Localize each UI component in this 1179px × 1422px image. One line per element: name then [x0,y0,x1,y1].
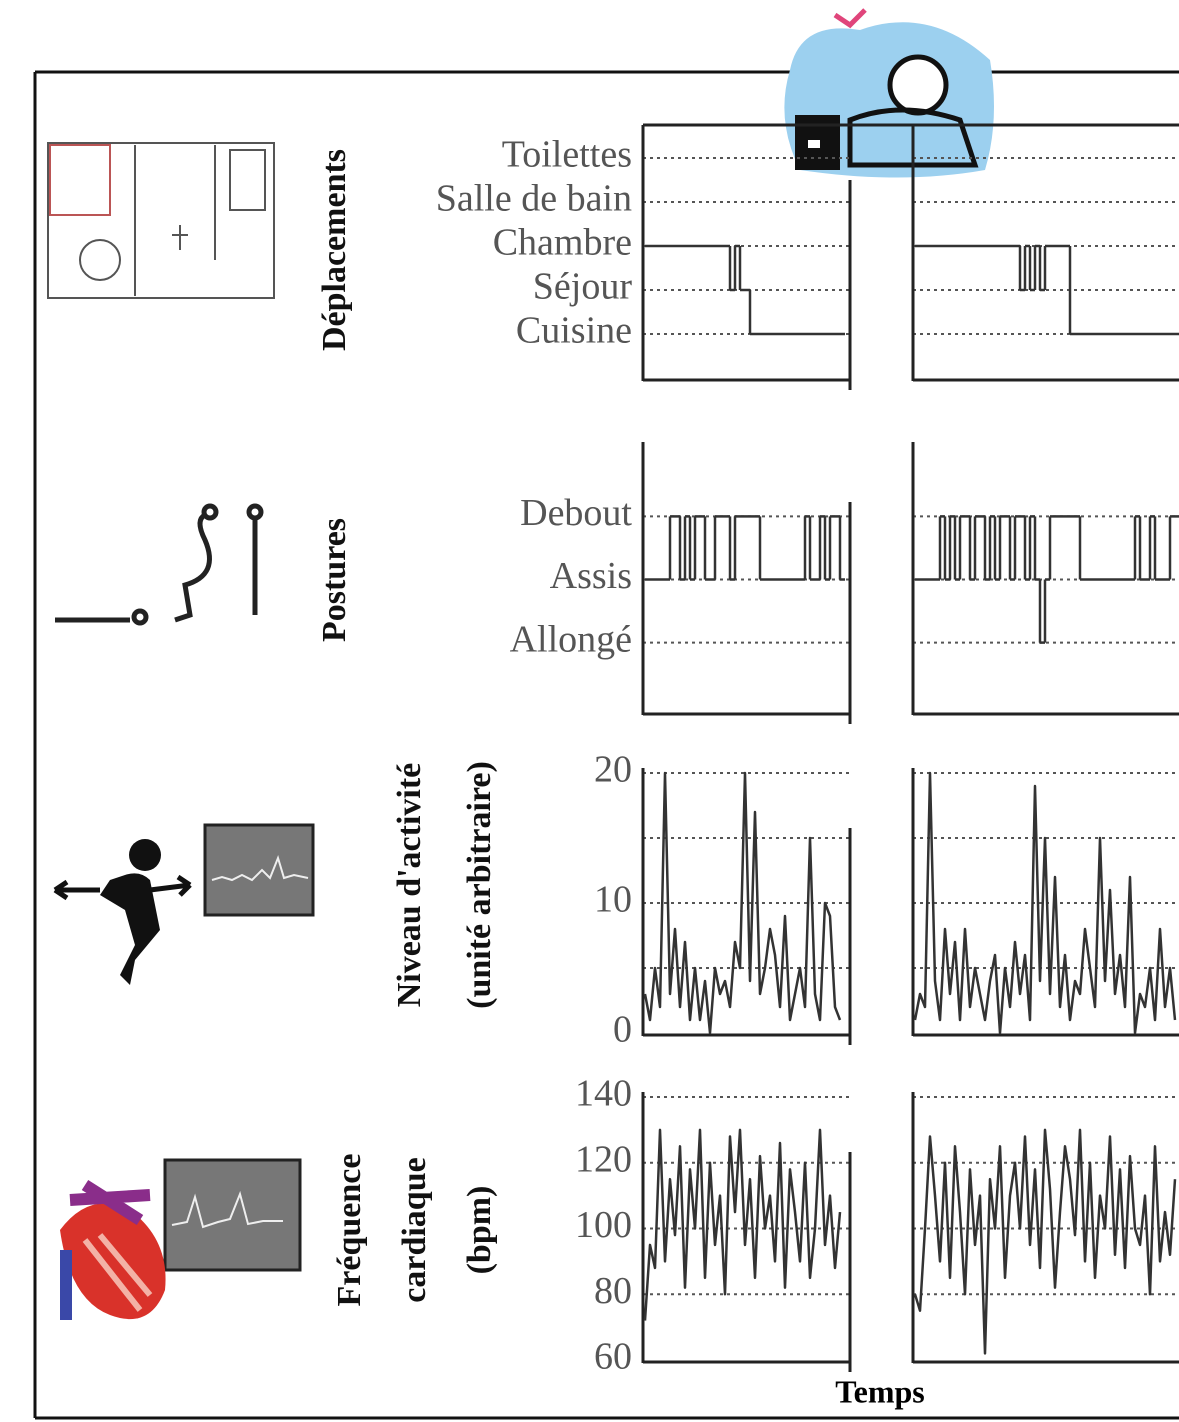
y-tick-label: Séjour [533,266,633,308]
y-axis-label: Fréquence [331,1154,368,1307]
y-tick-label: Chambre [493,222,632,264]
data-line [915,1130,1175,1354]
y-tick-label: Debout [520,492,632,534]
y-tick-label: Allongé [510,618,632,660]
data-line [915,773,1175,1033]
y-tick-label: 10 [594,879,632,921]
y-axis-label: Déplacements [316,149,353,351]
y-tick-label: Assis [550,555,632,597]
y-axis-label: (bpm) [461,1186,498,1275]
floor-plan-icon [48,143,274,298]
y-tick-label: 100 [575,1204,632,1246]
y-tick-label: Salle de bain [436,178,632,220]
heart-icon [60,1160,300,1320]
y-tick-label: 80 [594,1270,632,1312]
x-axis-label: Temps [835,1373,925,1409]
y-tick-label: 120 [575,1138,632,1180]
y-tick-label: Toilettes [502,134,632,176]
y-tick-label: Cuisine [516,310,632,352]
y-axis-label: Postures [316,518,353,642]
posture-icon [55,506,261,623]
data-line [645,773,840,1033]
figure: Déplacements CuisineSéjourChambreSalle de… [0,0,1179,1422]
y-axis-label: cardiaque [396,1157,433,1302]
data-line [645,1130,840,1321]
y-tick-label: 140 [575,1073,632,1115]
y-tick-label: 20 [594,749,632,791]
activity-icon [55,825,313,985]
y-tick-label: 0 [613,1009,632,1051]
y-axis-label: (unité arbitraire) [461,761,498,1009]
y-axis-label: Niveau d'activité [391,763,428,1008]
y-tick-label: 60 [594,1336,632,1378]
page: {"chart_data": [ {"type": "step", "color… [0,0,1179,1422]
sleeper-icon [784,10,994,178]
